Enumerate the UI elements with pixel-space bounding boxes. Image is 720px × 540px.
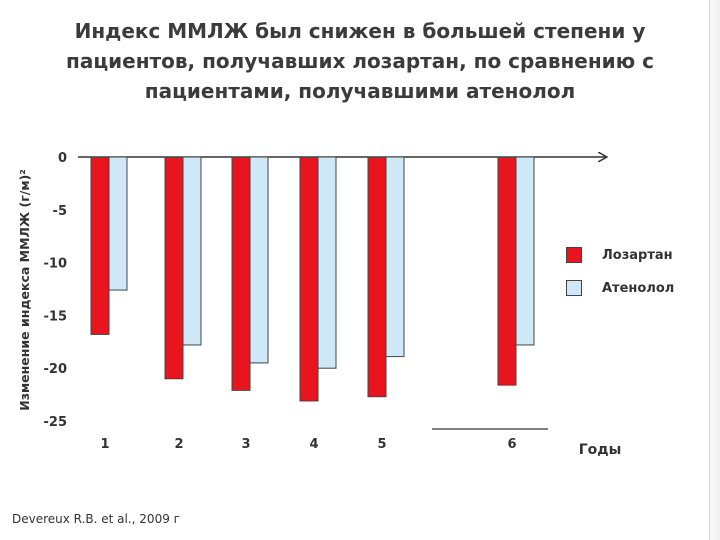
bar-atenolol <box>317 156 337 369</box>
legend-item-losartan: Лозартан <box>566 244 674 266</box>
chart-title: Индекс ММЛЖ был снижен в большей степени… <box>40 16 680 106</box>
y-tick-label: 0 <box>58 151 67 166</box>
bar-losartan <box>90 156 110 335</box>
x-tick-label: 5 <box>377 437 386 452</box>
y-tick-labels: 0 -5 -10 -15 -20 -25 <box>44 151 68 430</box>
y-axis-label: Изменение индекса ММЛЖ (г/м)² <box>17 169 32 411</box>
title-line-1: Индекс ММЛЖ был снижен в большей степени… <box>74 19 646 43</box>
bars <box>90 156 535 402</box>
x-tick-label: 4 <box>309 437 318 452</box>
bar-atenolol <box>249 156 269 364</box>
bar-losartan <box>164 156 184 380</box>
y-tick-label: -15 <box>44 309 68 324</box>
x-tick-label: 2 <box>174 437 183 452</box>
bar-atenolol <box>385 156 405 358</box>
x-tick-label: 6 <box>507 437 516 452</box>
bar-losartan <box>231 156 251 391</box>
title-line-3: пациентами, получавшими атенолол <box>144 79 576 103</box>
bar-atenolol <box>108 156 128 291</box>
source-citation: Devereux R.B. et al., 2009 г <box>12 512 180 526</box>
bar-atenolol <box>515 156 535 346</box>
x-tick-label: 3 <box>241 437 250 452</box>
legend-label-losartan: Лозартан <box>602 247 673 263</box>
legend-item-atenolol: Атенолол <box>566 277 674 299</box>
x-axis-label: Годы <box>579 442 622 458</box>
y-tick-label: -5 <box>53 204 67 219</box>
x-tick-label: 1 <box>100 437 109 452</box>
slide-edge <box>709 0 720 540</box>
x-tick-labels: 1 2 3 4 5 6 <box>100 437 516 452</box>
bar-atenolol <box>182 156 202 346</box>
legend-swatch-losartan <box>566 247 582 263</box>
legend-label-atenolol: Атенолол <box>602 280 675 296</box>
legend-swatch-atenolol <box>566 280 582 296</box>
y-tick-label: -20 <box>44 362 68 377</box>
bar-losartan <box>299 156 319 402</box>
bar-losartan <box>367 156 387 398</box>
legend: Лозартан Атенолол <box>566 244 674 310</box>
y-tick-label: -25 <box>44 415 68 430</box>
y-tick-label: -10 <box>44 257 68 272</box>
title-line-2: пациентов, получавших лозартан, по сравн… <box>66 49 654 73</box>
bar-losartan <box>497 156 517 386</box>
